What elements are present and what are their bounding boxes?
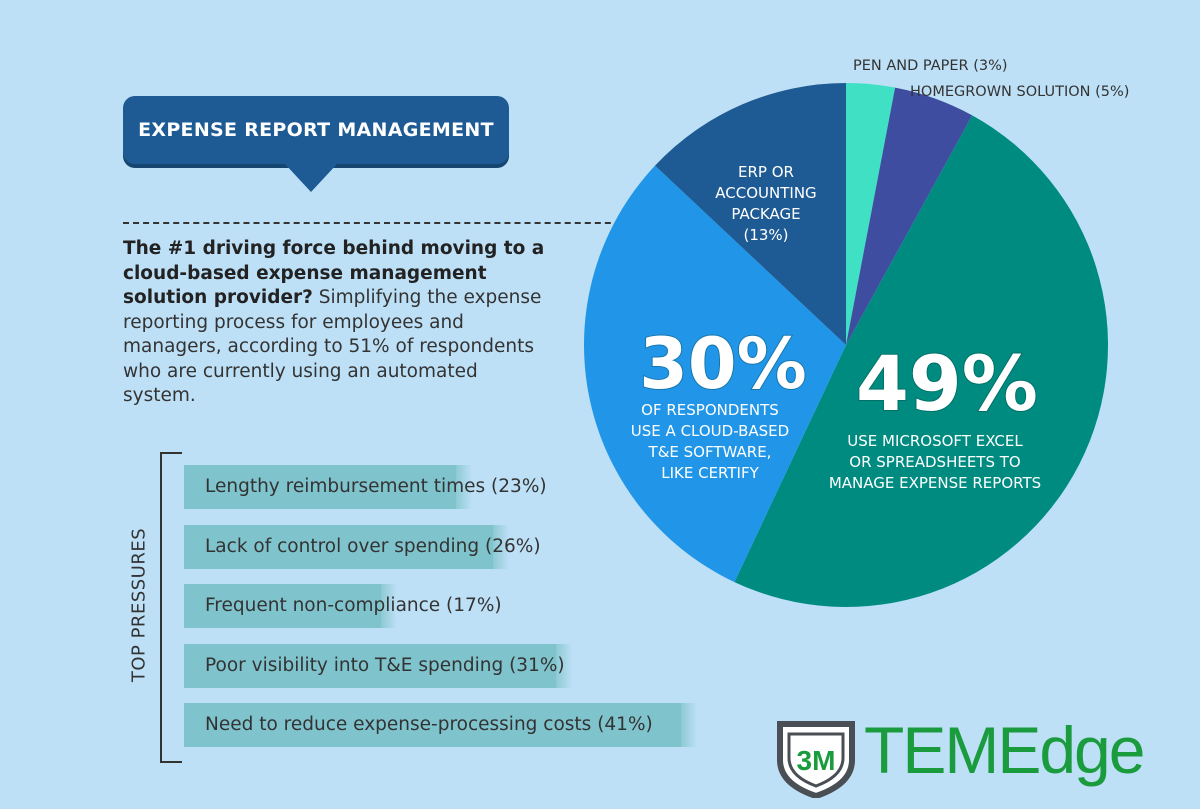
shield-logo-icon: 3M	[777, 721, 855, 800]
pressure-bar	[184, 643, 572, 688]
section-title: EXPENSE REPORT MANAGEMENT	[138, 119, 494, 141]
pie-slice-excel	[734, 115, 1109, 608]
dashed-arrow-line	[123, 222, 651, 224]
logo-mark-text: 3M	[797, 745, 836, 776]
pie-label-homegrown: HOMEGROWN SOLUTION (5%)	[910, 84, 1129, 100]
pie-label-pen: PEN AND PAPER (3%)	[853, 58, 1008, 74]
pie-label-erp-line: ACCOUNTING	[715, 184, 816, 202]
intro-rest: Simplifying the expense reporting proces…	[123, 287, 542, 406]
temedge-logo: 3M TEMEdge	[776, 713, 1196, 800]
pressure-bar-label: Lack of control over spending (26%)	[205, 535, 541, 557]
pie-label-cloud-line: T&E SOFTWARE,	[648, 443, 772, 461]
pressure-bar-label: Need to reduce expense-processing costs …	[205, 714, 653, 735]
pressure-bar-label: Poor visibility into T&E spending (31%)	[205, 654, 565, 676]
pie-slice-pen	[846, 83, 896, 345]
pressure-bar-label: Frequent non-compliance (17%)	[205, 595, 502, 616]
banner-pointer	[285, 164, 337, 192]
pie-label-erp-line: (13%)	[743, 226, 788, 244]
pressures-bracket	[160, 452, 182, 763]
pie-slice-erp	[655, 83, 846, 345]
pie-label-erp-line: PACKAGE	[731, 205, 800, 223]
pie-label-cloud-line: OF RESPONDENTS	[641, 401, 779, 419]
pie-big-value-excel: 49%	[856, 339, 1038, 428]
intro-bold: The #1 driving force behind moving to a …	[123, 238, 545, 308]
pie-label-cloud-line: USE A CLOUD-BASED	[631, 422, 789, 440]
pressure-bar-label: Lengthy reimbursement times (23%)	[205, 476, 547, 497]
pie-slice-cloud	[583, 165, 846, 583]
pie-label-excel-line: MANAGE EXPENSE REPORTS	[829, 474, 1041, 492]
pressure-bar	[184, 524, 509, 569]
pressure-bar	[184, 703, 697, 747]
pie-label-excel-line: OR SPREADSHEETS TO	[849, 453, 1020, 471]
pie-big-value-cloud: 30%	[639, 323, 807, 405]
pie-label-cloud-line: LIKE CERTIFY	[661, 464, 759, 482]
pressure-bar	[184, 465, 472, 509]
pie-slice-homegrown	[846, 87, 973, 345]
section-title-banner: EXPENSE REPORT MANAGEMENT	[123, 96, 509, 164]
intro-paragraph: The #1 driving force behind moving to a …	[123, 237, 553, 409]
pie-label-erp-line: ERP OR	[738, 163, 794, 181]
logo-wordmark: TEMEdge	[864, 713, 1145, 787]
pressure-bar	[184, 584, 397, 628]
pie-label-excel-line: USE MICROSOFT EXCEL	[847, 432, 1023, 450]
